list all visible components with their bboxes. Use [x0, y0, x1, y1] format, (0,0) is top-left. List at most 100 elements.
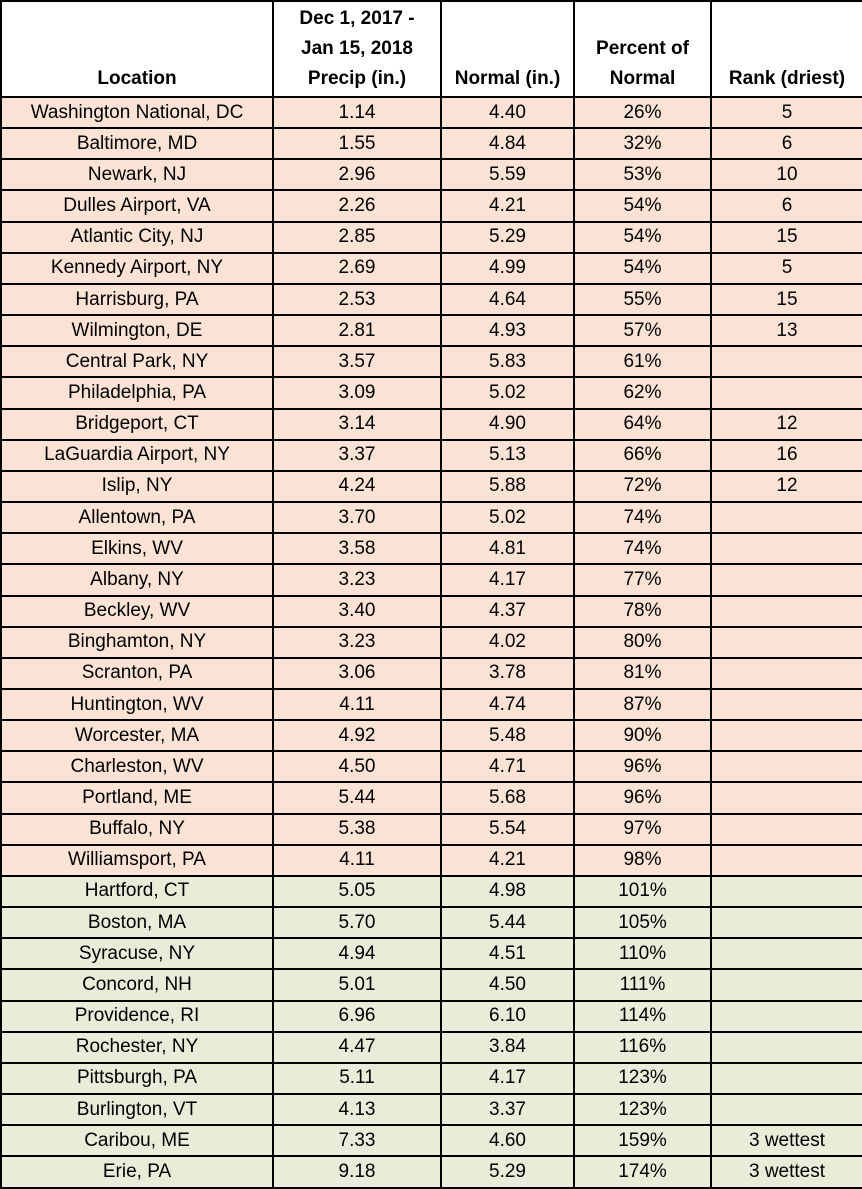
cell-precip: 3.40	[272, 594, 442, 628]
cell-precip: 2.53	[272, 282, 442, 317]
table-row: Central Park, NY 3.57 5.83 61%	[0, 345, 862, 379]
cell-location: Worcester, MA	[0, 719, 274, 753]
cell-precip: 2.85	[272, 220, 442, 254]
cell-rank	[710, 906, 862, 940]
table-row: Baltimore, MD 1.55 4.84 32% 6	[0, 127, 862, 161]
cell-normal: 5.02	[440, 376, 575, 410]
cell-rank	[710, 501, 862, 535]
cell-percent: 61%	[573, 345, 712, 379]
cell-normal: 4.90	[440, 407, 575, 441]
cell-rank	[710, 1061, 862, 1096]
cell-rank	[710, 719, 862, 753]
cell-location: Burlington, VT	[0, 1092, 274, 1127]
cell-precip: 3.06	[272, 656, 442, 690]
cell-rank: 13	[710, 314, 862, 348]
column-header-precip: Dec 1, 2017 - Jan 15, 2018 Precip (in.)	[272, 0, 442, 98]
cell-location: Albany, NY	[0, 563, 274, 597]
cell-percent: 74%	[573, 501, 712, 535]
cell-precip: 7.33	[272, 1124, 442, 1158]
cell-percent: 116%	[573, 1030, 712, 1064]
table-row: Kennedy Airport, NY 2.69 4.99 54% 5	[0, 251, 862, 285]
cell-rank: 15	[710, 282, 862, 317]
cell-location: LaGuardia Airport, NY	[0, 438, 274, 472]
cell-percent: 174%	[573, 1155, 712, 1189]
table-row: Binghamton, NY 3.23 4.02 80%	[0, 625, 862, 659]
cell-rank	[710, 812, 862, 846]
cell-normal: 5.54	[440, 812, 575, 846]
cell-precip: 2.81	[272, 314, 442, 348]
column-header-normal: Normal (in.)	[440, 0, 575, 98]
cell-normal: 4.17	[440, 563, 575, 597]
cell-normal: 5.88	[440, 469, 575, 504]
cell-percent: 77%	[573, 563, 712, 597]
cell-precip: 9.18	[272, 1155, 442, 1189]
cell-precip: 6.96	[272, 999, 442, 1033]
cell-rank: 3 wettest	[710, 1155, 862, 1189]
cell-normal: 4.81	[440, 532, 575, 566]
cell-percent: 80%	[573, 625, 712, 659]
cell-location: Charleston, WV	[0, 750, 274, 784]
cell-precip: 5.70	[272, 906, 442, 940]
table-row: Erie, PA 9.18 5.29 174% 3 wettest	[0, 1155, 862, 1189]
cell-rank	[710, 376, 862, 410]
cell-location: Binghamton, NY	[0, 625, 274, 659]
cell-precip: 2.96	[272, 158, 442, 192]
cell-percent: 101%	[573, 874, 712, 909]
cell-precip: 5.01	[272, 968, 442, 1002]
cell-location: Central Park, NY	[0, 345, 274, 379]
table-row: Harrisburg, PA 2.53 4.64 55% 15	[0, 282, 862, 317]
table-row: Elkins, WV 3.58 4.81 74%	[0, 532, 862, 566]
cell-rank: 16	[710, 438, 862, 472]
cell-precip: 4.13	[272, 1092, 442, 1127]
cell-percent: 74%	[573, 532, 712, 566]
cell-rank: 15	[710, 220, 862, 254]
cell-precip: 3.23	[272, 625, 442, 659]
column-header-rank: Rank (driest)	[710, 0, 862, 98]
cell-normal: 4.50	[440, 968, 575, 1002]
cell-rank	[710, 999, 862, 1033]
cell-normal: 4.93	[440, 314, 575, 348]
cell-percent: 26%	[573, 95, 712, 130]
cell-precip: 2.69	[272, 251, 442, 285]
cell-location: Syracuse, NY	[0, 937, 274, 971]
table-row: Pittsburgh, PA 5.11 4.17 123%	[0, 1061, 862, 1096]
cell-location: Erie, PA	[0, 1155, 274, 1189]
cell-precip: 4.24	[272, 469, 442, 504]
cell-location: Caribou, ME	[0, 1124, 274, 1158]
cell-percent: 72%	[573, 469, 712, 504]
table-row: Portland, ME 5.44 5.68 96%	[0, 781, 862, 815]
cell-location: Newark, NJ	[0, 158, 274, 192]
cell-normal: 5.48	[440, 719, 575, 753]
cell-rank	[710, 1030, 862, 1064]
cell-location: Huntington, WV	[0, 687, 274, 722]
cell-rank: 3 wettest	[710, 1124, 862, 1158]
cell-normal: 5.29	[440, 220, 575, 254]
table-row: Buffalo, NY 5.38 5.54 97%	[0, 812, 862, 846]
table-row: Providence, RI 6.96 6.10 114%	[0, 999, 862, 1033]
cell-rank: 10	[710, 158, 862, 192]
cell-precip: 5.44	[272, 781, 442, 815]
cell-location: Scranton, PA	[0, 656, 274, 690]
table-row: Burlington, VT 4.13 3.37 123%	[0, 1092, 862, 1127]
table-row: Dulles Airport, VA 2.26 4.21 54% 6	[0, 189, 862, 223]
cell-rank	[710, 594, 862, 628]
cell-normal: 4.40	[440, 95, 575, 130]
cell-percent: 66%	[573, 438, 712, 472]
cell-precip: 3.37	[272, 438, 442, 472]
cell-normal: 3.78	[440, 656, 575, 690]
cell-normal: 4.21	[440, 843, 575, 877]
cell-rank	[710, 781, 862, 815]
cell-location: Dulles Airport, VA	[0, 189, 274, 223]
cell-normal: 5.13	[440, 438, 575, 472]
cell-rank	[710, 874, 862, 909]
cell-percent: 81%	[573, 656, 712, 690]
cell-normal: 4.84	[440, 127, 575, 161]
table-row: Syracuse, NY 4.94 4.51 110%	[0, 937, 862, 971]
table-row: Allentown, PA 3.70 5.02 74%	[0, 501, 862, 535]
table-row: Charleston, WV 4.50 4.71 96%	[0, 750, 862, 784]
cell-percent: 98%	[573, 843, 712, 877]
cell-normal: 4.60	[440, 1124, 575, 1158]
cell-precip: 3.23	[272, 563, 442, 597]
